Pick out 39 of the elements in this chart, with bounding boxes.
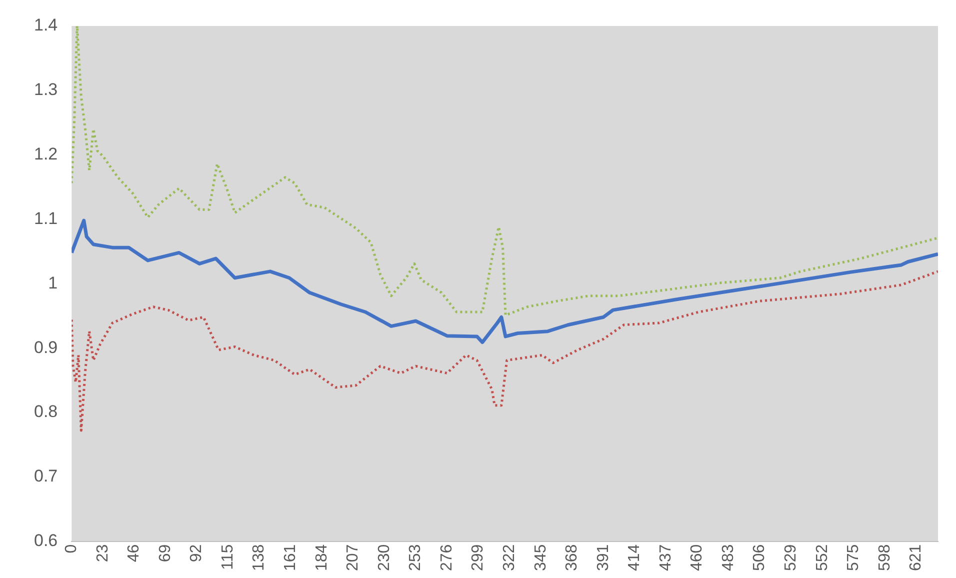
x-tick-label: 575 — [845, 544, 862, 572]
x-tick-label: 46 — [126, 544, 143, 562]
x-tick-label: 138 — [250, 544, 268, 572]
line-series — [72, 26, 938, 316]
x-tick-label: 345 — [532, 544, 550, 572]
y-tick-label: 1.3 — [34, 80, 58, 100]
x-tick-label: 299 — [470, 544, 487, 572]
x-tick-label: 598 — [876, 544, 894, 572]
x-tick-label: 506 — [751, 544, 768, 572]
line-series — [72, 270, 938, 432]
y-tick-label: 1.2 — [34, 144, 58, 164]
y-tick-label: 1 — [48, 273, 58, 292]
x-tick-label: 92 — [188, 544, 206, 562]
x-tick-label: 414 — [626, 544, 644, 572]
x-tick-label: 529 — [782, 544, 800, 572]
x-tick-label: 230 — [376, 544, 393, 572]
x-tick-label: 207 — [344, 544, 362, 572]
x-tick-label: 115 — [219, 544, 236, 570]
y-tick-label: 1.4 — [34, 16, 58, 35]
x-tick-label: 552 — [814, 544, 831, 572]
x-tick-label: 460 — [688, 544, 706, 572]
x-tick-label: 253 — [407, 544, 424, 572]
x-tick-label: 437 — [657, 544, 674, 572]
x-tick-label: 391 — [594, 544, 612, 572]
x-tick-label: 621 — [908, 544, 925, 572]
x-tick-label: 483 — [720, 544, 737, 572]
x-tick-label: 276 — [438, 544, 456, 572]
y-tick-label: 0.9 — [34, 338, 58, 357]
x-tick-label: 23 — [94, 544, 112, 562]
x-tick-label: 368 — [564, 544, 581, 572]
x-tick-label: 69 — [156, 544, 174, 562]
y-tick-label: 1.1 — [34, 208, 58, 228]
y-tick-label: 0.6 — [34, 530, 58, 550]
x-tick-label: 161 — [282, 544, 300, 572]
y-tick-label: 0.8 — [34, 402, 58, 422]
x-tick-label: 322 — [500, 544, 518, 572]
x-tick-label: 0 — [63, 544, 80, 554]
y-tick-label: 0.7 — [34, 466, 58, 486]
x-tick-label: 184 — [313, 544, 330, 572]
